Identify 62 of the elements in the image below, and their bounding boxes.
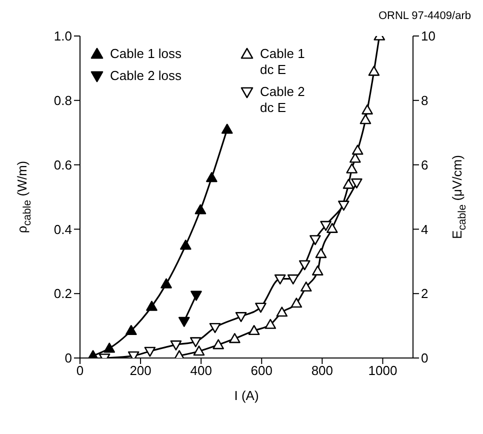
point — [326, 222, 338, 233]
point — [310, 235, 321, 246]
point — [338, 200, 350, 211]
point — [342, 178, 354, 189]
point — [360, 114, 372, 124]
legend-label: Cable 1 loss — [110, 46, 182, 62]
point — [351, 178, 362, 188]
point — [312, 265, 324, 276]
point — [248, 324, 260, 336]
point — [315, 248, 327, 258]
y2-tick-label: 8 — [421, 93, 428, 108]
y-tick-label: 0.8 — [54, 93, 72, 108]
y-tick-label: 0.4 — [54, 222, 72, 237]
y2-tick-label: 4 — [421, 222, 428, 237]
y2-tick-label: 10 — [421, 28, 436, 44]
y-tick-label: 0.6 — [54, 157, 72, 172]
legend-label: Cable 2 loss — [110, 68, 182, 84]
point — [146, 300, 158, 311]
point — [290, 298, 302, 308]
point — [298, 260, 310, 270]
point — [287, 274, 299, 284]
y-tick-label: 1.0 — [54, 28, 72, 44]
y2-tick-label: 0 — [421, 350, 428, 366]
point — [264, 318, 276, 329]
point — [276, 306, 288, 317]
point — [300, 282, 312, 292]
y-tick-label: 0 — [64, 350, 72, 366]
point — [170, 340, 182, 350]
x-tick-label: 800 — [311, 363, 334, 378]
x-tick-label: 600 — [250, 363, 272, 378]
point — [190, 337, 202, 348]
legend-label: Cable 1 dc E — [260, 46, 305, 78]
y-tick-label: 0.2 — [54, 286, 72, 302]
point — [320, 220, 332, 231]
point — [235, 312, 247, 322]
point — [255, 302, 266, 313]
point — [180, 240, 192, 250]
point — [194, 204, 206, 214]
point — [274, 274, 286, 284]
point — [229, 333, 240, 344]
point — [144, 346, 156, 357]
point — [212, 339, 224, 350]
point — [193, 346, 205, 356]
point — [362, 104, 373, 114]
legend-label: Cable 2 dc E — [260, 84, 305, 116]
point — [352, 144, 364, 155]
point — [221, 124, 233, 134]
y2-tick-label: 6 — [421, 157, 428, 172]
point — [206, 172, 218, 182]
point — [104, 342, 116, 353]
point — [346, 163, 358, 174]
text: ORNL 97-4409/arb — [378, 10, 471, 22]
point — [209, 323, 221, 334]
point — [160, 278, 172, 288]
point — [126, 324, 137, 336]
point — [368, 66, 380, 76]
y2-tick-label: 2 — [421, 286, 428, 302]
x-tick-label: 200 — [130, 363, 152, 378]
x-tick-label: 400 — [190, 363, 212, 378]
x-axis-title: I (A) — [233, 388, 260, 403]
x-tick-label: 1000 — [368, 363, 398, 378]
x-tick-label: 0 — [76, 363, 84, 378]
